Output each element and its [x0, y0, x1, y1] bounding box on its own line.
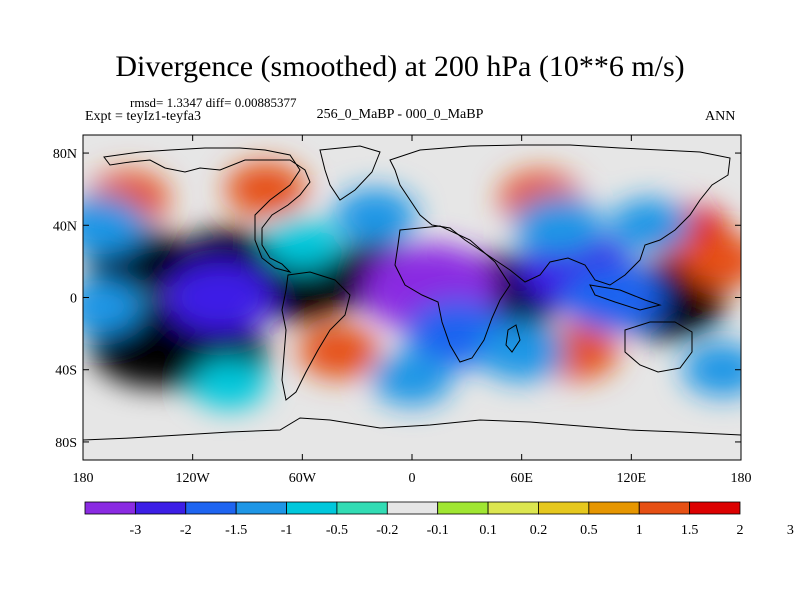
colorbar-swatch-1	[134, 501, 187, 515]
colorbar-label-1: -2	[180, 523, 192, 538]
colorbar-swatch-8	[487, 501, 539, 515]
eurasia-coast	[389, 144, 731, 286]
left-label: Expt = teyIz1-teyfa3	[85, 109, 201, 124]
x-tick-label-3: 0	[409, 471, 416, 486]
colorbar-swatch-2	[185, 501, 237, 515]
x-tick-label-0: 180	[73, 471, 94, 486]
colorbar-label-9: 0.5	[580, 523, 598, 538]
chart-title: Divergence (smoothed) at 200 hPa (10**6 …	[115, 50, 685, 83]
colorbar-label-6: -0.1	[427, 523, 449, 538]
field-feature-25	[371, 351, 453, 406]
maritime-continent-coast	[589, 284, 662, 311]
colorbar-swatch-0	[84, 501, 136, 515]
australia-coast	[624, 321, 693, 373]
field-feature-24	[477, 322, 566, 382]
south-america-coast	[281, 271, 351, 401]
colorbar-label-8: 0.2	[530, 523, 548, 538]
y-tick-label-0: 80N	[53, 147, 77, 162]
colorbar-label-4: -0.5	[326, 523, 348, 538]
field-feature-21	[609, 198, 690, 253]
divergence-field	[83, 162, 741, 410]
colorbar-swatch-11	[638, 501, 691, 515]
colorbar-swatch-10	[588, 501, 640, 515]
north-america-coast	[103, 147, 311, 273]
coastlines	[83, 144, 741, 441]
field-feature-20	[513, 195, 603, 255]
field-feature-22	[83, 195, 146, 255]
madagascar-coast	[505, 324, 521, 353]
center-label: 256_0_MaBP - 000_0_MaBP	[316, 107, 484, 122]
colorbar-label-3: -1	[281, 523, 293, 538]
colorbar-label-5: -0.2	[376, 523, 398, 538]
field-feature-19	[562, 263, 665, 332]
colorbar-label-10: 1	[636, 523, 643, 538]
y-tick-label-3: 40S	[55, 364, 77, 379]
x-tick-label-5: 120E	[617, 471, 647, 486]
y-tick-label-4: 80S	[55, 436, 77, 451]
colorbar-swatch-5	[336, 501, 388, 515]
y-tick-label-2: 0	[70, 292, 77, 307]
colorbar-label-7: 0.1	[479, 523, 497, 538]
field-feature-28	[333, 188, 417, 244]
greenland-coast	[319, 145, 381, 201]
colorbar-swatch-4	[286, 501, 338, 515]
x-tick-label-1: 120W	[176, 471, 211, 486]
stats-text: rmsd= 1.3347 diff= 0.00885377	[130, 95, 297, 110]
colorbar-label-0: -3	[130, 523, 142, 538]
colorbar-swatch-9	[538, 501, 590, 515]
x-tick-label-6: 180	[731, 471, 752, 486]
field-feature-27	[682, 342, 741, 397]
right-label: ANN	[705, 109, 736, 124]
colorbar-label-11: 1.5	[681, 523, 699, 538]
field-feature-14	[298, 324, 380, 379]
y-tick-label-1: 40N	[53, 219, 77, 234]
africa-coast	[394, 225, 511, 363]
colorbar-swatch-3	[235, 501, 287, 515]
colorbar-label-12: 2	[737, 523, 744, 538]
x-tick-label-2: 60W	[289, 471, 317, 486]
field-feature-23	[83, 279, 142, 334]
colorbar-swatch-6	[386, 501, 439, 515]
antarctica-coast	[83, 417, 741, 441]
field-feature-9	[225, 162, 306, 216]
field-feature-26	[191, 359, 267, 410]
field-feature-15	[166, 261, 274, 334]
field-feature-29	[264, 218, 340, 269]
colorbar-swatch-12	[689, 501, 741, 515]
colorbar-swatch-7	[437, 501, 489, 515]
x-tick-label-4: 60E	[510, 471, 533, 486]
field-feature-12	[682, 234, 741, 289]
colorbar-label-13: 3	[787, 523, 794, 538]
colorbar-label-2: -1.5	[225, 523, 247, 538]
